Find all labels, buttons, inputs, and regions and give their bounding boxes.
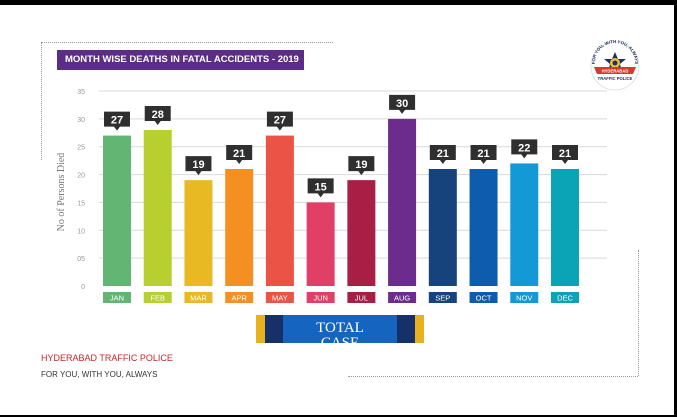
month-label: SEP (435, 294, 450, 303)
bars (103, 118, 579, 286)
bar-sep (428, 169, 457, 286)
bar-jul (347, 180, 376, 286)
month-tag-may (265, 292, 294, 303)
total-label: TOTAL (316, 320, 364, 336)
top-border (0, 0, 677, 5)
month-label: APR (231, 294, 247, 303)
bar-aug (388, 118, 417, 286)
month-tag-mar (184, 292, 213, 303)
y-axis-ticks: 35 30 25 20 15 10 05 0 (77, 89, 85, 291)
value-label: 19 (355, 159, 367, 171)
banner-accent-right (415, 315, 424, 343)
month-tag-jun (306, 292, 335, 303)
y-tick-label: 05 (77, 256, 85, 263)
bottom-border (0, 415, 677, 417)
value-label: 27 (111, 115, 123, 127)
value-label: 21 (233, 148, 245, 160)
value-label: 19 (192, 159, 204, 171)
right-border (674, 0, 677, 417)
month-label: OCT (476, 294, 492, 303)
bar-mar (184, 180, 213, 286)
value-label-bubble (266, 111, 293, 131)
y-tick-label: 35 (77, 89, 85, 96)
total-cases-banner: TOTAL CASE (256, 314, 424, 343)
month-label: AUG (394, 294, 410, 303)
value-label-bubble (511, 139, 538, 159)
month-label: JAN (110, 294, 124, 303)
value-label-bubble (144, 106, 171, 125)
month-label: NOV (516, 294, 532, 303)
footer-tagline: FOR YOU, WITH YOU, ALWAYS (41, 370, 158, 379)
bar-may (265, 135, 294, 286)
value-label-bubble (104, 111, 130, 131)
value-label: 30 (396, 98, 408, 110)
value-labels: 27 28 19 21 27 15 19 30 21 21 22 21 (104, 94, 578, 198)
value-label-bubble (185, 156, 212, 176)
footer-organization: HYDERABAD TRAFFIC POLICE (41, 353, 173, 363)
value-label: 27 (274, 115, 286, 127)
month-tag-apr (225, 292, 254, 303)
month-tag-jul (347, 292, 376, 303)
month-tag-feb (143, 292, 172, 303)
y-tick-label: 10 (77, 228, 85, 235)
value-label: 28 (152, 109, 164, 121)
month-label: FEB (150, 294, 165, 303)
y-tick-label: 20 (77, 173, 85, 180)
value-label: 21 (437, 148, 449, 160)
value-label: 15 (315, 181, 327, 193)
month-labels: JAN FEB MAR APR MAY JUN JUL AUG SEP OCT NOV DEC (103, 292, 579, 303)
y-tick-label: 15 (77, 200, 85, 207)
month-label: MAR (190, 294, 207, 303)
total-banner-text: TOTAL CASE (283, 315, 397, 343)
bar-dec (551, 169, 579, 286)
y-tick-label: 30 (77, 117, 85, 124)
y-tick-label: 0 (81, 284, 85, 291)
dotted-corner-top (41, 42, 333, 43)
month-label: JUN (313, 294, 328, 303)
dotted-corner-bottom (348, 376, 638, 377)
month-label: JUL (355, 294, 368, 303)
value-label: 21 (559, 148, 571, 160)
chart-title: MONTH WISE DEATHS IN FATAL ACCIDENTS - 2… (57, 50, 304, 70)
month-tag-dec (551, 292, 579, 303)
value-label-bubble (552, 145, 578, 164)
dotted-corner-left (41, 42, 42, 160)
value-label-bubble (429, 145, 456, 164)
month-tag-aug (388, 292, 417, 303)
month-tag-nov (510, 292, 539, 303)
value-label-bubble (348, 156, 375, 176)
month-tag-oct (469, 292, 498, 303)
bar-feb (143, 130, 172, 286)
bar-nov (510, 163, 539, 286)
dotted-corner-right (638, 250, 639, 376)
value-label-bubble (307, 178, 334, 198)
traffic-police-logo: FOR YOU, WITH YOU, ALWAYS HYDERABAD TRAF… (590, 39, 640, 91)
bar-jun (306, 202, 335, 286)
month-tag-sep (428, 292, 457, 303)
value-label: 22 (518, 142, 530, 154)
value-label-bubble (226, 145, 253, 164)
logo-bottom-text: TRAFFIC POLICE (598, 76, 633, 81)
bar-jan (103, 135, 131, 286)
bar-oct (469, 169, 498, 286)
month-tag-jan (103, 292, 131, 303)
bar-apr (225, 169, 254, 286)
banner-accent-left (256, 315, 265, 343)
total-cut-text: CASE (320, 335, 360, 344)
value-label-bubble (470, 145, 497, 164)
value-label: 21 (477, 148, 489, 160)
value-label-bubble (389, 94, 416, 114)
y-axis-label: No of Persons Died (56, 153, 67, 232)
month-label: MAY (272, 294, 288, 303)
month-label: DEC (557, 294, 573, 303)
y-tick-label: 25 (77, 145, 85, 152)
logo-ribbon-text: HYDERABAD (602, 68, 629, 73)
